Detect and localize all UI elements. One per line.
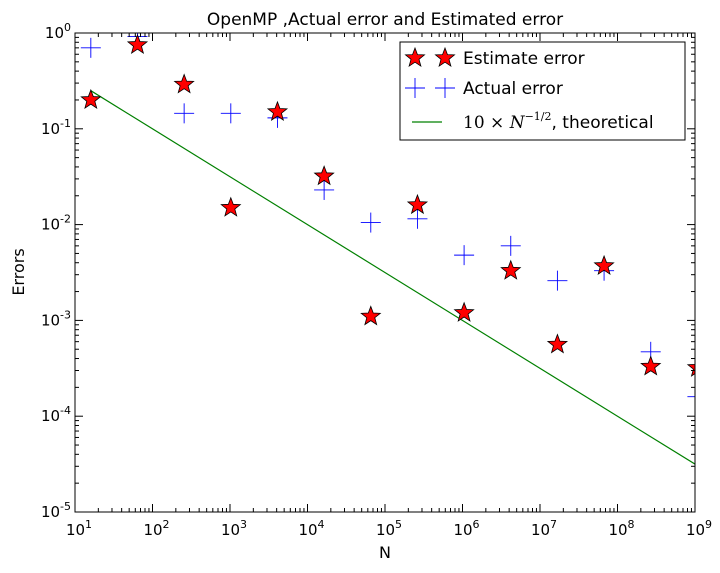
x-axis-label: N <box>379 543 391 562</box>
legend-label: Actual error <box>463 79 563 99</box>
estimate-error-point <box>500 259 522 280</box>
x-tick-label: 106 <box>453 518 479 539</box>
y-tick-label: 10-1 <box>41 117 71 138</box>
theoretical-line <box>90 90 695 465</box>
estimate-error-point <box>453 301 475 322</box>
estimate-error-point <box>593 254 615 275</box>
x-tick-label: 103 <box>221 518 247 539</box>
legend: Estimate error Actual error 10 × N−1/2, th… <box>399 41 686 141</box>
legend-star-icon <box>434 46 456 68</box>
axis-layer: 101 102 103 104 105 106 107 108 109 10-5 10-4 10-3 1… <box>41 21 712 539</box>
estimate-error-point <box>220 196 242 217</box>
x-tick-label: 101 <box>66 518 92 539</box>
x-tick-label: 105 <box>376 518 402 539</box>
actual-error-point <box>314 179 335 200</box>
estimate-error-point <box>406 193 429 215</box>
y-tick-label: 100 <box>45 21 71 42</box>
estimate-error-point <box>266 100 289 121</box>
y-tick-label: 10-4 <box>41 404 71 425</box>
estimate-error-point <box>686 363 695 377</box>
x-tick-label: 102 <box>143 518 169 539</box>
y-tick-label: 10-5 <box>41 500 71 521</box>
estimate-error-point <box>546 333 569 354</box>
legend-label: Estimate error <box>463 49 585 69</box>
actual-error-point <box>360 212 381 233</box>
y-tick-label: 10-3 <box>41 308 71 329</box>
estimate-error-point <box>640 355 662 376</box>
estimate-error-point <box>126 33 149 54</box>
estimate-error-point <box>173 73 195 94</box>
legend-plus-icon <box>405 78 425 98</box>
x-tick-label: 109 <box>686 518 712 539</box>
legend-label: 10 × N−1/2, theoretical <box>463 110 654 133</box>
chart-title: OpenMP ,Actual error and Estimated error <box>207 10 563 30</box>
actual-error-point <box>80 37 101 58</box>
actual-error-point <box>687 396 695 398</box>
estimate-error-point <box>313 165 335 186</box>
actual-error-point <box>220 103 241 124</box>
y-tick-label: 10-2 <box>41 213 71 234</box>
estimate-error-point <box>80 88 102 109</box>
actual-error-point <box>407 208 428 229</box>
data-layer <box>80 33 695 465</box>
x-tick-label: 108 <box>608 518 634 539</box>
estimate-error-point <box>360 305 382 326</box>
actual-error-point <box>500 235 521 256</box>
x-tick-label: 107 <box>531 518 557 539</box>
y-axis-label: Errors <box>9 248 28 295</box>
actual-error-point <box>547 270 568 291</box>
x-tick-label: 104 <box>298 518 324 539</box>
actual-error-point <box>454 245 475 266</box>
legend-plus-icon <box>435 78 455 98</box>
legend-star-icon <box>404 46 426 68</box>
actual-error-point <box>174 103 195 124</box>
